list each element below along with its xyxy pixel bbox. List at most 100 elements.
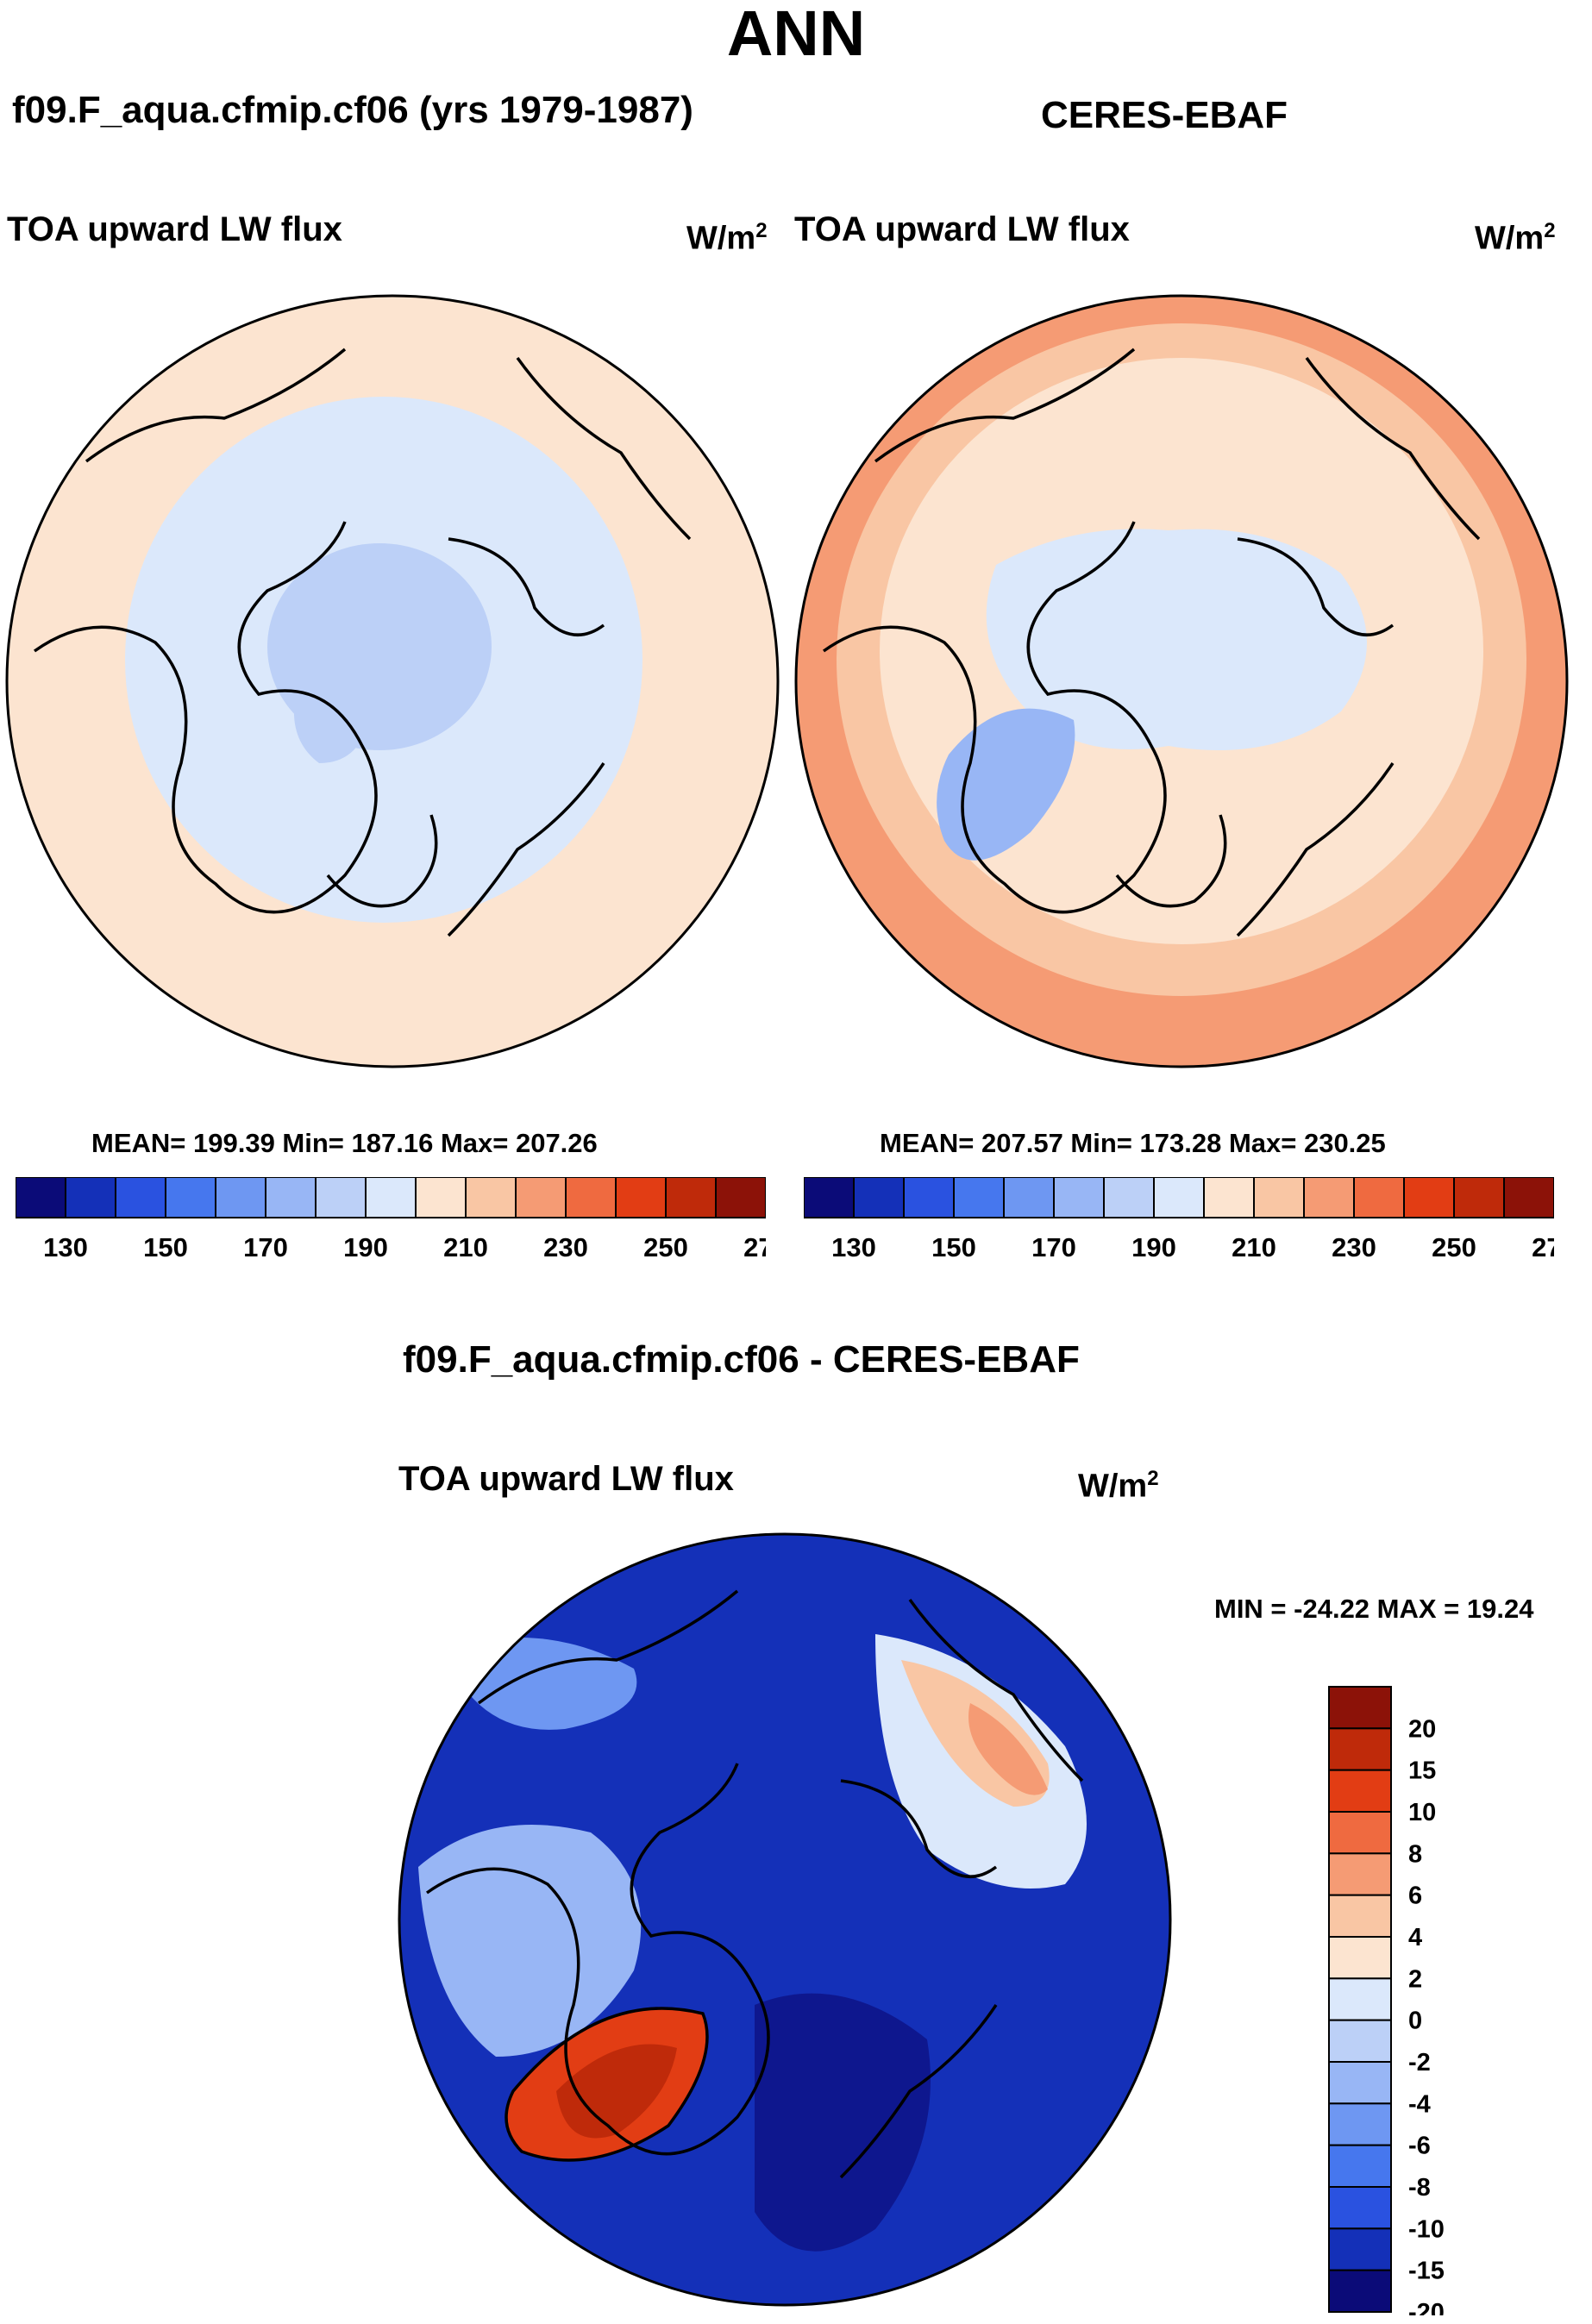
- diff-colorbar-tick-label: 20: [1408, 1715, 1436, 1743]
- model-colorbar-swatch-5: [265, 1177, 317, 1218]
- diff-colorbar-tick-label: -2: [1408, 2049, 1431, 2077]
- obs-colorbar-swatch-13: [1453, 1177, 1505, 1218]
- model-colorbar-swatch-6: [315, 1177, 367, 1218]
- model-colorbar-tick-label: 170: [243, 1232, 288, 1262]
- main-title: ANN: [726, 0, 866, 69]
- model-colorbar-tick-label: 150: [143, 1232, 188, 1262]
- diff-polar-map: [398, 1532, 1172, 2307]
- diff-colorbar-tick-label: 2: [1408, 1965, 1422, 1993]
- obs-colorbar-tick-label: 170: [1031, 1232, 1076, 1262]
- obs-colorbar-swatch-4: [1003, 1177, 1055, 1218]
- model-colorbar-swatch-12: [615, 1177, 667, 1218]
- model-stats: MEAN= 199.39 Min= 187.16 Max= 207.26: [91, 1128, 598, 1158]
- obs-colorbar-swatch-1: [853, 1177, 905, 1218]
- diff-colorbar-tick-label: -8: [1408, 2174, 1431, 2202]
- obs-colorbar-swatch-6: [1103, 1177, 1155, 1218]
- diff-colorbar-swatch-10: [1328, 2102, 1392, 2146]
- diff-colorbar-swatch-4: [1328, 1852, 1392, 1896]
- diff-colorbar-swatch-5: [1328, 1894, 1392, 1939]
- obs-region-greenland: [937, 708, 1075, 861]
- diff-case-title: f09.F_aqua.cfmip.cf06 - CERES-EBAF: [403, 1338, 1080, 1381]
- diff-colorbar-tick-label: -15: [1408, 2258, 1445, 2285]
- obs-colorbar-swatch-9: [1253, 1177, 1305, 1218]
- diff-colorbar-swatch-12: [1328, 2186, 1392, 2230]
- diff-colorbar-tick-label: 8: [1408, 1840, 1422, 1868]
- diff-variable-label: TOA upward LW flux: [398, 1460, 734, 1498]
- obs-colorbar-tick-label: 150: [931, 1232, 976, 1262]
- diff-region-darkblue: [755, 1993, 931, 2252]
- model-colorbar: 130 150 170 190 210 230 250 270: [16, 1177, 766, 1262]
- obs-colorbar-swatch-10: [1303, 1177, 1355, 1218]
- model-colorbar-swatch-11: [565, 1177, 617, 1218]
- diff-region-siberia-max: [968, 1703, 1048, 1795]
- obs-colorbar-swatch-5: [1053, 1177, 1105, 1218]
- obs-colorbar-tick-label: 250: [1432, 1232, 1476, 1262]
- model-coastlines: [33, 348, 692, 937]
- diff-colorbar-swatch-11: [1328, 2144, 1392, 2189]
- model-colorbar-swatch-10: [515, 1177, 567, 1218]
- diff-colorbar-tick-label: 0: [1408, 2008, 1422, 2035]
- diff-stats: MIN = -24.22 MAX = 19.24: [1214, 1594, 1534, 1624]
- obs-case-title: CERES-EBAF: [1041, 94, 1288, 136]
- diff-colorbar-tick-label: -6: [1408, 2133, 1431, 2160]
- obs-colorbar: 130 150 170 190 210 230 250 270: [804, 1177, 1554, 1262]
- model-case-title: f09.F_aqua.cfmip.cf06 (yrs 1979-1987): [12, 89, 693, 131]
- diff-colorbar-swatch-2: [1328, 1769, 1392, 1813]
- model-polar-map: [5, 294, 780, 1068]
- model-colorbar-swatch-4: [215, 1177, 266, 1218]
- diff-colorbar-tick-label: -20: [1408, 2299, 1445, 2315]
- obs-units: W/m2: [1475, 219, 1556, 257]
- model-colorbar-swatch-0: [16, 1177, 66, 1218]
- model-variable-label: TOA upward LW flux: [7, 210, 342, 248]
- model-colorbar-swatch-8: [415, 1177, 467, 1218]
- diff-colorbar-swatch-1: [1328, 1727, 1392, 1771]
- obs-colorbar-swatch-3: [953, 1177, 1005, 1218]
- obs-colorbar-swatch-8: [1203, 1177, 1255, 1218]
- model-colorbar-tick-label: 210: [443, 1232, 488, 1262]
- diff-units: W/m2: [1078, 1467, 1159, 1505]
- obs-polar-map: [794, 294, 1569, 1068]
- diff-colorbar-swatch-6: [1328, 1936, 1392, 1980]
- diff-colorbar-tick-label: 4: [1408, 1924, 1422, 1951]
- diff-colorbar-swatch-0: [1328, 1686, 1392, 1730]
- model-colorbar-tick-label: 130: [43, 1232, 88, 1262]
- obs-colorbar-swatch-2: [903, 1177, 955, 1218]
- obs-colorbar-swatch-7: [1153, 1177, 1205, 1218]
- diff-colorbar-swatch-14: [1328, 2269, 1392, 2314]
- obs-colorbar-swatch-14: [1503, 1177, 1554, 1218]
- model-colorbar-tick-label: 190: [343, 1232, 388, 1262]
- model-colorbar-swatch-13: [665, 1177, 717, 1218]
- obs-colorbar-tick-label: 190: [1131, 1232, 1176, 1262]
- model-colorbar-tick-label: 230: [543, 1232, 588, 1262]
- obs-colorbar-tick-label: 230: [1332, 1232, 1376, 1262]
- model-colorbar-swatch-3: [165, 1177, 216, 1218]
- diff-colorbar-swatch-7: [1328, 1977, 1392, 2021]
- model-colorbar-swatch-2: [115, 1177, 166, 1218]
- obs-variable-label: TOA upward LW flux: [794, 210, 1130, 248]
- model-colorbar-swatch-9: [465, 1177, 517, 1218]
- obs-colorbar-swatch-0: [804, 1177, 855, 1218]
- diff-coastlines: [425, 1589, 1084, 2179]
- diff-colorbar-tick-label: -10: [1408, 2215, 1445, 2243]
- model-colorbar-swatch-7: [365, 1177, 417, 1218]
- model-units: W/m2: [686, 219, 768, 257]
- obs-colorbar-tick-label: 270: [1532, 1232, 1554, 1262]
- model-colorbar-swatch-1: [65, 1177, 116, 1218]
- obs-colorbar-tick-label: 130: [831, 1232, 876, 1262]
- diff-colorbar-swatch-8: [1328, 2019, 1392, 2063]
- model-colorbar-tick-label: 270: [743, 1232, 766, 1262]
- diff-colorbar-tick-label: 15: [1408, 1757, 1436, 1785]
- obs-region-arctic: [986, 529, 1367, 750]
- obs-colorbar-swatch-11: [1353, 1177, 1405, 1218]
- obs-colorbar-swatch-12: [1403, 1177, 1455, 1218]
- diff-region-greenland-core: [556, 2044, 677, 2139]
- obs-colorbar-tick-label: 210: [1232, 1232, 1276, 1262]
- diff-colorbar-swatch-9: [1328, 2061, 1392, 2105]
- diff-colorbar-tick-label: 10: [1408, 1799, 1436, 1826]
- model-colorbar-swatch-14: [715, 1177, 766, 1218]
- obs-stats: MEAN= 207.57 Min= 173.28 Max= 230.25: [880, 1128, 1386, 1158]
- diff-region-northamerica: [418, 1825, 642, 2057]
- diff-colorbar-swatch-13: [1328, 2227, 1392, 2271]
- obs-coastlines: [822, 348, 1481, 937]
